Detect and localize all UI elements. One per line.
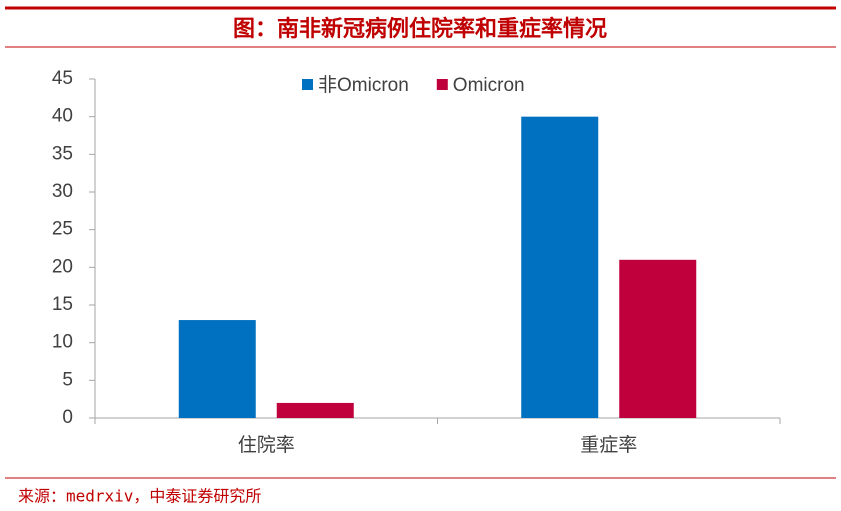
y-tick-label: 5 <box>62 369 73 390</box>
bar <box>276 402 354 418</box>
source: 来源：medrxiv，中泰证券研究所 <box>18 487 261 506</box>
y-tick-label: 15 <box>52 294 73 315</box>
y-tick-label: 35 <box>52 143 73 164</box>
bar <box>521 116 599 419</box>
x-tick-label: 重症率 <box>580 434 637 456</box>
legend-label: 非Omicron <box>318 74 409 96</box>
y-tick-label: 45 <box>52 68 73 89</box>
y-tick-label: 40 <box>52 106 73 127</box>
y-tick-label: 30 <box>52 181 73 202</box>
legend-swatch <box>436 79 448 90</box>
x-tick-label: 住院率 <box>238 434 295 456</box>
legend-label: Omicron <box>453 75 525 96</box>
bar <box>178 320 256 418</box>
y-tick-label: 20 <box>52 256 73 277</box>
bar <box>619 259 697 418</box>
chart-title: 图：南非新冠病例住院率和重症率情况 <box>233 16 607 42</box>
y-tick-label: 0 <box>62 407 73 428</box>
legend-swatch <box>302 79 313 90</box>
y-tick-label: 10 <box>52 332 73 353</box>
y-tick-label: 25 <box>52 219 73 240</box>
